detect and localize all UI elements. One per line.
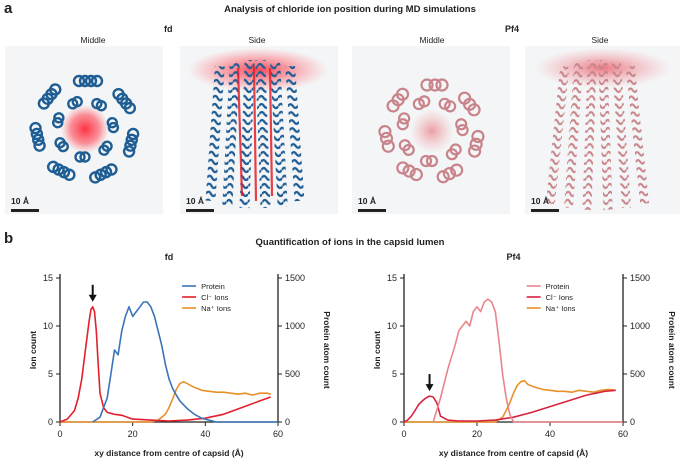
pf4-side-helices: [545, 59, 650, 211]
y2-axis-label: Protein atom count: [667, 311, 677, 389]
panel-a-title: Analysis of chloride ion position during…: [224, 4, 476, 15]
legend-label: Cl⁻ Ions: [546, 293, 574, 302]
image-fd-side: 10 Å: [180, 46, 338, 214]
pf4-helix-ring: [378, 78, 485, 184]
series-line-naions: [404, 379, 616, 423]
scale-bar-3: 10 Å: [358, 196, 386, 212]
legend-label: Na⁺ Ions: [201, 304, 231, 313]
pf4-side-render: [535, 48, 671, 211]
y-tick-label: 10: [387, 321, 397, 331]
y-tick-label: 10: [43, 321, 53, 331]
fd-middle-render: [29, 74, 140, 184]
view-label-pf4-side: Side: [591, 35, 609, 45]
y2-tick-label: 0: [630, 417, 635, 427]
y2-tick-label: 500: [630, 369, 645, 379]
image-pf4-side: 10 Å: [525, 46, 680, 214]
image-fd-middle: 10 Å: [5, 46, 163, 214]
chloride-density-pf4: [410, 109, 454, 153]
scale-bar-label: 10 Å: [358, 196, 376, 206]
x-axis-label: xy distance from centre of capsid (Å): [94, 448, 243, 458]
chart-title: Pf4: [506, 252, 520, 262]
panel-a-letter: a: [4, 0, 13, 17]
fd-side-render: [188, 48, 328, 209]
y-tick-label: 5: [48, 369, 53, 379]
pf4-middle-render: [378, 78, 485, 184]
y-axis-label: Ion count: [372, 331, 382, 369]
scale-bar-4: 10 Å: [531, 196, 559, 212]
y2-tick-label: 1000: [285, 321, 305, 331]
fd-helix-ring: [29, 74, 140, 184]
x-tick-label: 20: [128, 429, 138, 439]
y2-tick-label: 1500: [285, 273, 305, 283]
arrow-head: [425, 384, 434, 392]
legend-label: Na⁺ Ions: [546, 304, 576, 313]
x-tick-label: 40: [200, 429, 210, 439]
y-tick-label: 15: [387, 273, 397, 283]
x-tick-label: 40: [545, 429, 555, 439]
scale-bar-label: 10 Å: [11, 196, 29, 206]
view-label-fd-side: Side: [248, 35, 266, 45]
group-label-fd: fd: [164, 24, 173, 34]
scale-bar-label: 10 Å: [186, 196, 204, 206]
view-label-fd-middle: Middle: [80, 35, 106, 45]
y-axis-label: Ion count: [28, 331, 38, 369]
scale-bar-label: 10 Å: [531, 196, 549, 206]
x-tick-label: 20: [472, 429, 482, 439]
y2-axis-label: Protein atom count: [322, 311, 332, 389]
image-pf4-middle: 10 Å: [352, 46, 510, 214]
y2-tick-label: 1500: [630, 273, 650, 283]
x-tick-label: 60: [618, 429, 628, 439]
series-line-clions: [403, 389, 616, 423]
arrow-head: [88, 294, 97, 302]
y-tick-label: 5: [392, 369, 397, 379]
chloride-density: [61, 105, 109, 153]
y2-tick-label: 1000: [630, 321, 650, 331]
y2-tick-label: 500: [285, 369, 300, 379]
y-tick-label: 0: [48, 417, 53, 427]
legend-label: Protein: [201, 282, 225, 291]
y-tick-label: 0: [392, 417, 397, 427]
chart-title: fd: [165, 252, 174, 262]
view-label-pf4-middle: Middle: [419, 35, 445, 45]
x-tick-label: 60: [273, 429, 283, 439]
y-tick-label: 15: [43, 273, 53, 283]
y2-tick-label: 0: [285, 417, 290, 427]
group-label-pf4: Pf4: [505, 24, 520, 34]
x-tick-label: 0: [57, 429, 62, 439]
fd-side-helices: [205, 59, 305, 209]
x-tick-label: 0: [401, 429, 406, 439]
series-line-naions: [60, 380, 271, 423]
scale-bar-2: 10 Å: [186, 196, 214, 212]
series-line-protein: [432, 298, 623, 423]
scale-bar-1: 10 Å: [11, 196, 39, 212]
panel-b-letter: b: [4, 230, 14, 247]
legend-label: Protein: [546, 282, 570, 291]
x-axis-label: xy distance from centre of capsid (Å): [439, 448, 588, 458]
series-line-protein: [92, 301, 278, 423]
legend-label: Cl⁻ Ions: [201, 293, 229, 302]
panel-b-title: Quantification of ions in the capsid lum…: [255, 237, 445, 248]
